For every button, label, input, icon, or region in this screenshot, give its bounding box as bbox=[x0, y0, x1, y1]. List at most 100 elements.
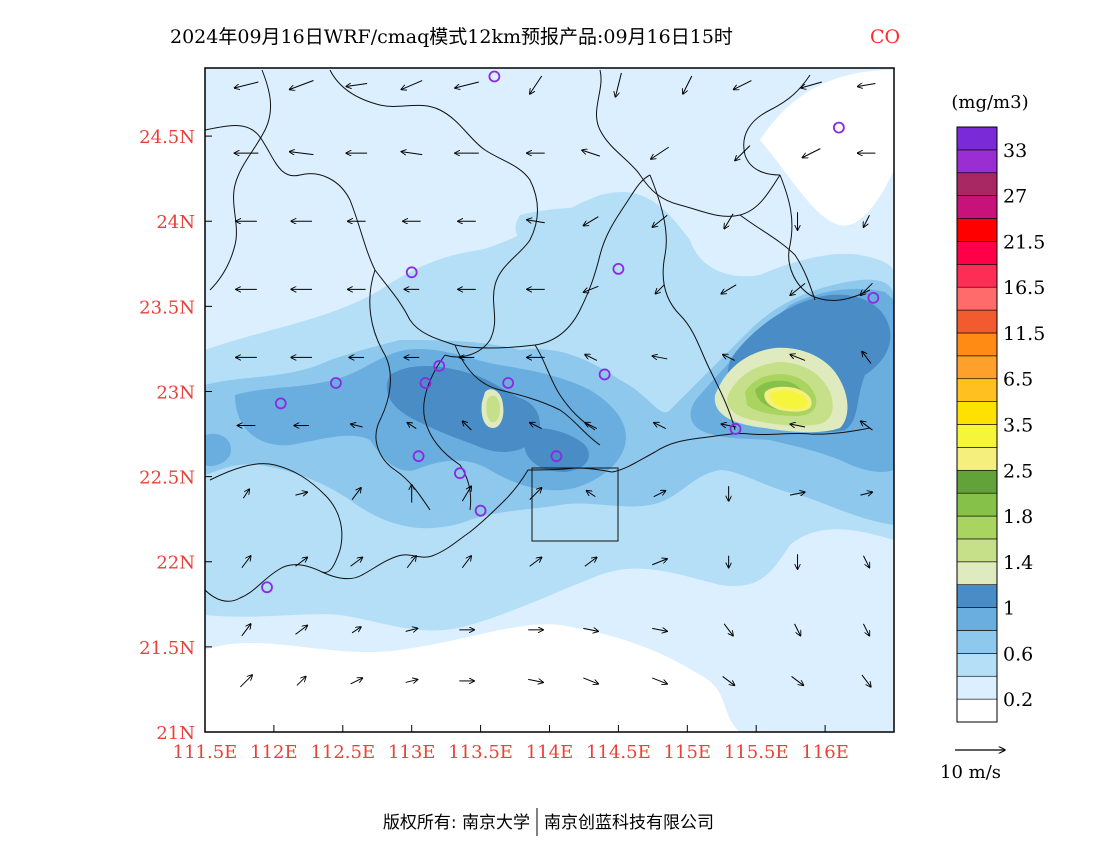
station-marker bbox=[867, 291, 880, 304]
colorbar-unit: (mg/m3) bbox=[951, 92, 1028, 113]
field-north-white bbox=[760, 70, 894, 226]
station-marker bbox=[550, 450, 563, 463]
monitoring-stations bbox=[261, 70, 880, 594]
station-marker bbox=[405, 266, 418, 279]
credit-left: 版权所有: 南京大学 bbox=[383, 813, 530, 833]
wind-arrow bbox=[289, 80, 314, 90]
wind-arrow bbox=[585, 423, 598, 429]
field-level-4-west bbox=[205, 433, 231, 467]
lon-tick-label: 115E bbox=[664, 742, 712, 763]
lat-tick-label: 22.5N bbox=[139, 468, 195, 489]
boundary-line-10 bbox=[454, 344, 601, 446]
wind-arrow bbox=[789, 492, 805, 495]
wind-arrow bbox=[351, 424, 363, 427]
wind-arrow bbox=[295, 557, 307, 567]
wind-arrow bbox=[401, 152, 423, 155]
boundary-line-2 bbox=[209, 69, 271, 291]
wind-arrow bbox=[802, 148, 821, 158]
colorbar-swatch bbox=[956, 172, 998, 196]
colorbar-label: 33 bbox=[1003, 140, 1027, 162]
station-marker bbox=[488, 70, 501, 83]
wind-arrow bbox=[721, 284, 737, 294]
boundary-line-12 bbox=[534, 344, 596, 431]
lon-tick-label: 113.5E bbox=[448, 742, 513, 763]
colorbar-label: 1.4 bbox=[1003, 552, 1033, 574]
wind-arrow bbox=[406, 556, 416, 569]
wind-reference-label: 10 m/s bbox=[940, 762, 1001, 783]
wind-arrow bbox=[790, 354, 806, 361]
wind-arrow bbox=[651, 146, 670, 159]
wind-arrow bbox=[724, 213, 734, 229]
wind-arrow bbox=[683, 75, 693, 94]
station-marker bbox=[433, 360, 446, 372]
colorbar-label: 6.5 bbox=[1003, 369, 1033, 391]
lat-tick-label: 21.5N bbox=[139, 638, 195, 659]
station-marker bbox=[419, 377, 432, 389]
boundary-line-4 bbox=[596, 69, 781, 217]
colorbar-label: 21.5 bbox=[1003, 231, 1045, 253]
colorbar-frame bbox=[956, 126, 998, 723]
figure-title: 2024年09月16日WRF/cmaq模式12km预报产品:09月16日15时 … bbox=[170, 26, 900, 48]
colorbar-swatch bbox=[956, 195, 998, 219]
wind-arrow bbox=[860, 492, 872, 495]
field-level-7-gz bbox=[486, 395, 500, 423]
wind-arrow bbox=[721, 424, 737, 427]
wind-arrow bbox=[583, 285, 599, 292]
colorbar-swatch bbox=[956, 355, 998, 380]
wind-arrow bbox=[461, 486, 471, 502]
colorbar-swatch bbox=[956, 653, 998, 677]
wind-arrow bbox=[461, 556, 471, 569]
wind-arrow bbox=[652, 559, 667, 566]
lat-tick-label: 24N bbox=[156, 212, 195, 233]
colorbar-swatch bbox=[956, 286, 998, 311]
colorbar-label: 0.6 bbox=[1003, 643, 1033, 665]
lat-tick-label: 24.5N bbox=[139, 127, 195, 148]
wind-arrow bbox=[242, 489, 249, 499]
lon-tick-label: 112.5E bbox=[310, 742, 375, 763]
wind-arrow bbox=[652, 214, 668, 227]
longitude-axis: 111.5E 112E 112.5E 113E 113.5E 114E 114.5E 115E… bbox=[173, 725, 849, 763]
wind-arrow bbox=[791, 676, 804, 685]
wind-arrow bbox=[346, 84, 368, 87]
wind-arrow bbox=[296, 676, 306, 686]
wind-arrow bbox=[723, 354, 735, 361]
wind-arrow bbox=[723, 623, 733, 636]
boundary-line-9 bbox=[209, 463, 343, 574]
lon-tick-label: 114.5E bbox=[586, 742, 651, 763]
title-main: 2024年09月16日WRF/cmaq模式12km预报产品:09月16日15时 bbox=[170, 26, 733, 48]
wind-arrow bbox=[289, 152, 314, 155]
wind-arrow bbox=[722, 676, 735, 685]
boundary-line-5 bbox=[649, 174, 736, 431]
colorbar-swatch bbox=[956, 218, 998, 242]
lat-tick-label: 21N bbox=[156, 723, 195, 744]
wind-arrow bbox=[790, 424, 806, 427]
station-marker bbox=[729, 423, 742, 435]
colorbar-swatch bbox=[956, 698, 998, 723]
colorbar-swatch bbox=[956, 538, 998, 563]
wind-arrow bbox=[861, 674, 871, 687]
colorbar-swatch bbox=[956, 241, 998, 265]
wind-arrow bbox=[655, 284, 665, 294]
colorbar-swatch bbox=[956, 492, 998, 517]
boundary-line-13 bbox=[743, 74, 811, 176]
wind-arrow bbox=[652, 677, 667, 684]
wind-arrow bbox=[405, 628, 418, 631]
station-marker bbox=[261, 581, 273, 594]
wind-arrow bbox=[455, 81, 479, 88]
wind-arrow bbox=[862, 351, 872, 364]
wind-reference: 10 m/s bbox=[940, 750, 1005, 783]
colorbar-swatch bbox=[956, 126, 998, 151]
wind-arrow bbox=[405, 679, 418, 682]
wind-arrow bbox=[462, 421, 472, 431]
colorbar-swatch bbox=[956, 424, 998, 448]
colorbar-label: 16.5 bbox=[1003, 277, 1045, 299]
wind-arrow bbox=[295, 625, 307, 635]
wind-arrow bbox=[351, 488, 361, 500]
colorbar-label: 11.5 bbox=[1003, 323, 1045, 345]
lon-tick-label: 113E bbox=[388, 742, 436, 763]
wind-arrow bbox=[234, 81, 259, 88]
wind-arrow bbox=[583, 628, 598, 631]
wind-arrow bbox=[653, 491, 666, 498]
colorbar-swatch bbox=[956, 447, 998, 471]
lat-tick-label: 22N bbox=[156, 553, 195, 574]
